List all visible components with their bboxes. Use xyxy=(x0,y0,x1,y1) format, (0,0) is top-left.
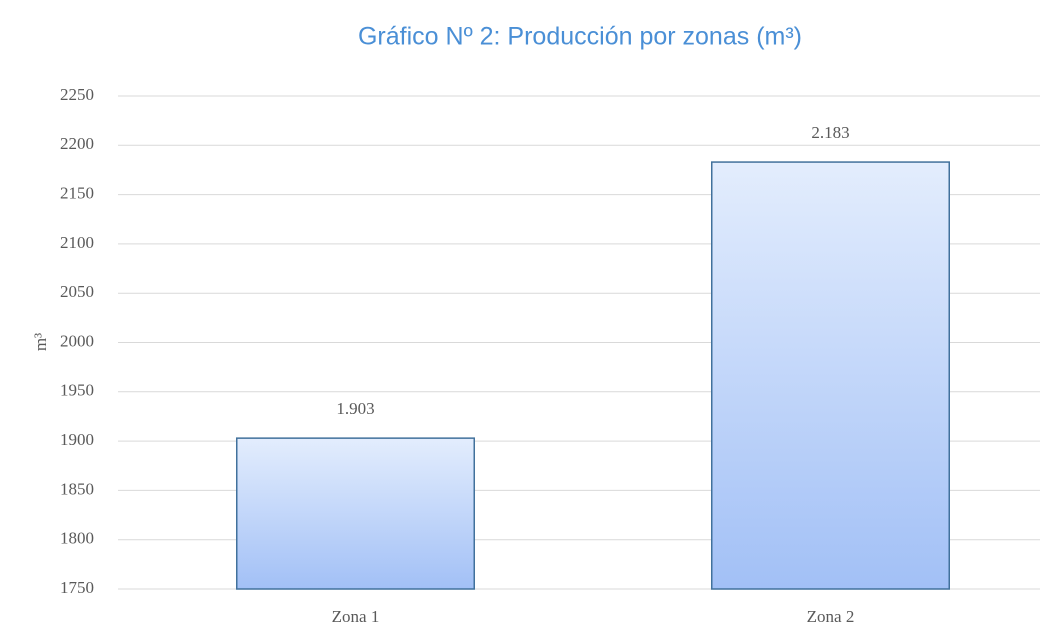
y-tick-label: 1900 xyxy=(60,430,94,449)
x-tick-label: Zona 1 xyxy=(332,607,380,626)
y-tick-label: 1950 xyxy=(60,381,94,400)
bar xyxy=(711,161,950,590)
y-axis-label: m³ xyxy=(31,333,50,351)
y-tick-label: 2100 xyxy=(60,233,94,252)
bar xyxy=(236,437,475,590)
y-tick-label: 1750 xyxy=(60,578,94,597)
data-label: 2.183 xyxy=(811,123,849,142)
y-tick-label: 1850 xyxy=(60,479,94,498)
data-label: 1.903 xyxy=(336,399,374,418)
y-tick-label: 2250 xyxy=(60,85,94,104)
y-tick-label: 1800 xyxy=(60,529,94,548)
chart-title: Gráfico Nº 2: Producción por zonas (m³) xyxy=(358,23,802,51)
y-tick-label: 2000 xyxy=(60,331,94,350)
y-tick-label: 2150 xyxy=(60,184,94,203)
y-tick-label: 2050 xyxy=(60,282,94,301)
x-tick-label: Zona 2 xyxy=(807,607,855,626)
y-tick-label: 2200 xyxy=(60,134,94,153)
